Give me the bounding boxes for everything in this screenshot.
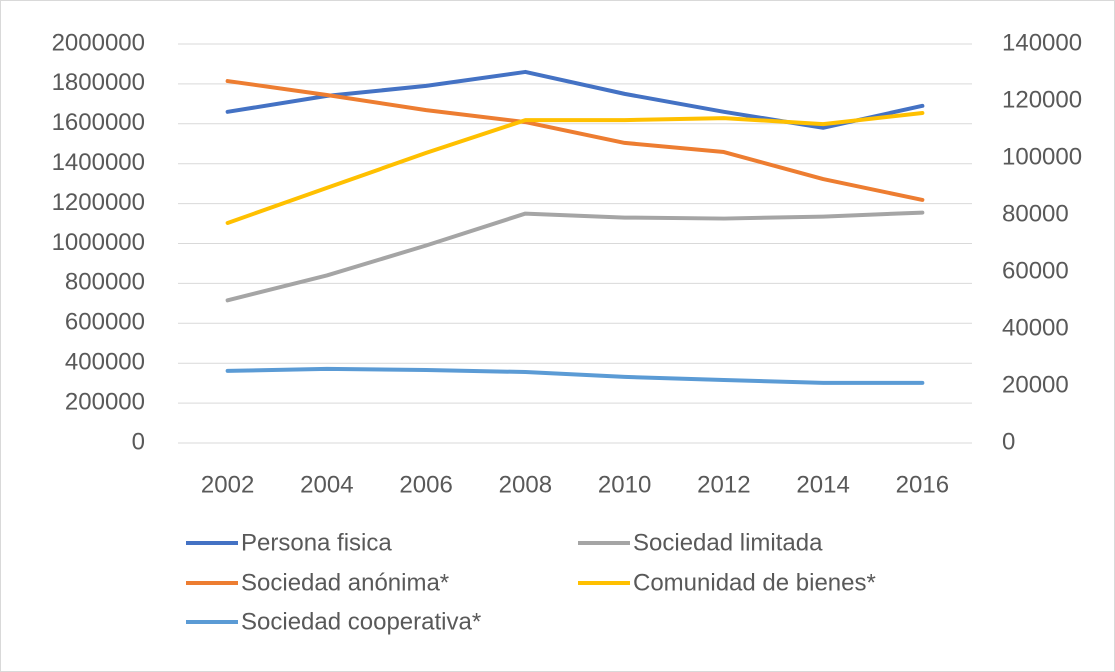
y-tick-label: 1600000	[52, 109, 145, 136]
x-tick-label: 2010	[598, 471, 651, 498]
legend-label: Sociedad cooperativa*	[241, 608, 481, 635]
legend-label: Comunidad de bienes*	[633, 569, 876, 596]
series-line	[225, 366, 925, 385]
y-tick-label: 1000000	[52, 229, 145, 256]
legend-label: Sociedad limitada	[633, 529, 823, 556]
y2-tick-label: 60000	[1002, 257, 1069, 284]
y-tick-label: 1200000	[52, 189, 145, 216]
y-tick-label: 200000	[65, 388, 145, 415]
y2-tick-label: 140000	[1002, 29, 1082, 56]
legend-label: Sociedad anónima*	[241, 569, 449, 596]
y-tick-label: 2000000	[52, 29, 145, 56]
series-line	[225, 79, 925, 202]
x-tick-label: 2014	[796, 471, 849, 498]
y2-tick-label: 20000	[1002, 371, 1069, 398]
x-tick-label: 2012	[697, 471, 750, 498]
x-tick-label: 2008	[499, 471, 552, 498]
x-tick-label: 2004	[300, 471, 353, 498]
y-tick-label: 0	[132, 428, 145, 455]
y2-tick-label: 100000	[1002, 143, 1082, 170]
series-line	[225, 110, 925, 225]
legend-label: Persona fisica	[241, 529, 392, 556]
y-tick-label: 1400000	[52, 149, 145, 176]
series-line	[225, 69, 925, 130]
x-tick-label: 2002	[201, 471, 254, 498]
y-tick-label: 400000	[65, 349, 145, 376]
x-tick-label: 2006	[399, 471, 452, 498]
y2-tick-label: 80000	[1002, 200, 1069, 227]
y2-tick-label: 0	[1002, 428, 1015, 455]
y-tick-label: 800000	[65, 269, 145, 296]
y2-tick-label: 120000	[1002, 86, 1082, 113]
series-line	[225, 210, 925, 303]
y-tick-label: 1800000	[52, 69, 145, 96]
y-tick-label: 600000	[65, 309, 145, 336]
y2-tick-label: 40000	[1002, 314, 1069, 341]
x-tick-label: 2016	[896, 471, 949, 498]
